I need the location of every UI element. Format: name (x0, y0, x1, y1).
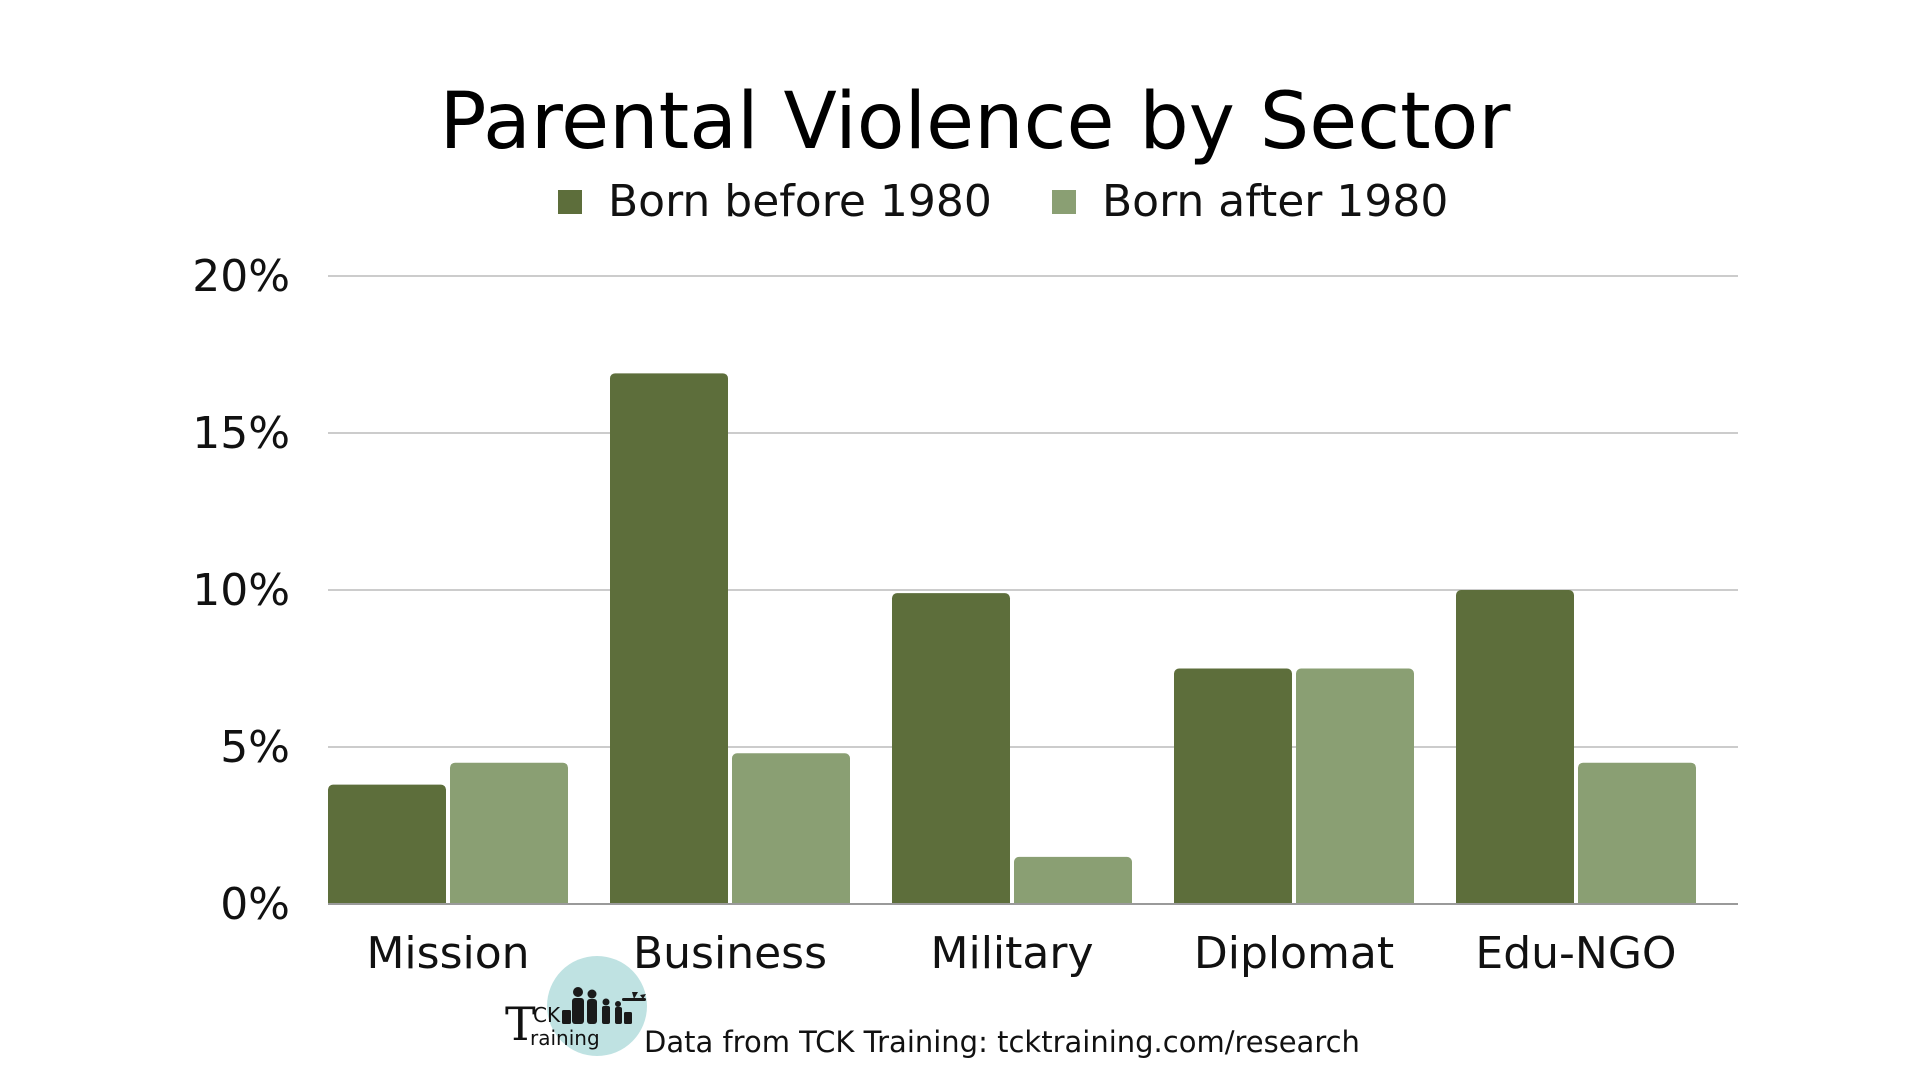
legend: Born before 1980 Born after 1980 (558, 176, 1448, 227)
bar-base-diplomat-series-1 (1174, 898, 1292, 904)
y-tick-label: 5% (220, 722, 290, 773)
bar-mission-series-1 (328, 784, 446, 904)
legend-swatch-series-2 (1052, 190, 1076, 214)
bar-diplomat-series-2 (1296, 668, 1414, 904)
y-tick-label: 20% (192, 251, 290, 302)
y-tick-label: 10% (192, 565, 290, 616)
legend-label-series-2: Born after 1980 (1102, 176, 1448, 227)
y-tick-label: 0% (220, 879, 290, 930)
x-tick-label: Mission (366, 928, 529, 979)
bar-diplomat-series-1 (1174, 668, 1292, 904)
x-tick-label: Edu-NGO (1475, 928, 1676, 979)
bar-base-military-series-2 (1014, 898, 1132, 904)
bar-base-business-series-2 (732, 898, 850, 904)
bar-edu-ngo-series-2 (1578, 762, 1696, 904)
chart-title: Parental Violence by Sector (440, 77, 1512, 167)
airplane-icon (622, 992, 646, 1001)
bar-base-business-series-1 (610, 898, 728, 904)
bar-military-series-2 (1014, 856, 1132, 904)
bar-base-edu-ngo-series-1 (1456, 898, 1574, 904)
bar-base-edu-ngo-series-2 (1578, 898, 1696, 904)
logo-big-letter: T (505, 997, 536, 1051)
bar-edu-ngo-series-1 (1456, 590, 1574, 904)
bar-military-series-1 (892, 593, 1010, 904)
family-silhouette-icon (562, 987, 632, 1024)
bar-business-series-2 (732, 753, 850, 904)
x-tick-label: Diplomat (1194, 928, 1394, 979)
y-axis-ticks: 0% 5% 10% 15% 20% (192, 251, 290, 930)
logo-raining-text: raining (530, 1026, 600, 1050)
x-tick-label: Business (633, 928, 827, 979)
x-tick-label: Military (931, 928, 1094, 979)
bars (328, 373, 1696, 905)
tck-training-logo: T CK raining (505, 956, 647, 1056)
y-tick-label: 15% (192, 408, 290, 459)
bar-base-diplomat-series-2 (1296, 898, 1414, 904)
bar-mission-series-2 (450, 762, 568, 904)
legend-swatch-series-1 (558, 190, 582, 214)
logo-ck-text: CK (533, 1003, 561, 1027)
bar-base-military-series-1 (892, 898, 1010, 904)
x-axis-labels: Mission Business Military Diplomat Edu-NGO (366, 928, 1676, 979)
bar-business-series-1 (610, 373, 728, 905)
source-note: Data from TCK Training: tcktraining.com/… (644, 1025, 1360, 1059)
legend-label-series-1: Born before 1980 (608, 176, 992, 227)
bar-base-mission-series-2 (450, 898, 568, 904)
bar-base-mission-series-1 (328, 898, 446, 904)
